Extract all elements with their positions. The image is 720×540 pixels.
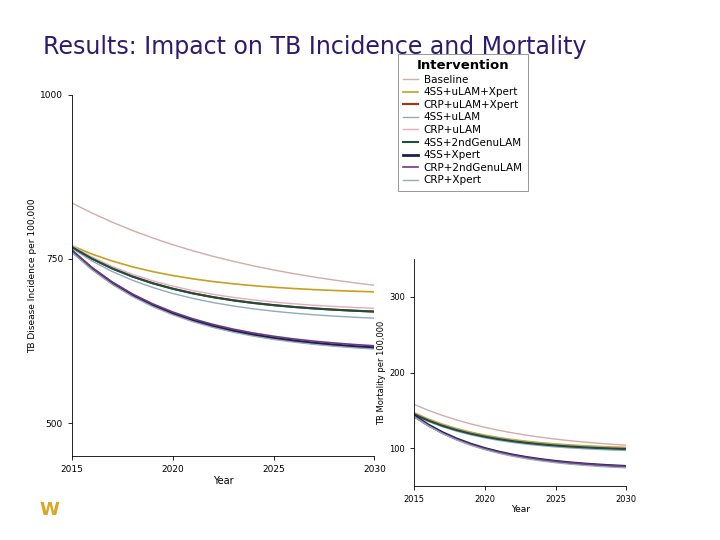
Text: DEPARTMENT OF EPIDEMIOLOGY: DEPARTMENT OF EPIDEMIOLOGY	[68, 501, 209, 510]
Text: School of Public Health: School of Public Health	[68, 517, 140, 523]
Y-axis label: TB Mortality per 100,000: TB Mortality per 100,000	[377, 320, 387, 425]
X-axis label: Year: Year	[510, 505, 530, 515]
X-axis label: Year: Year	[213, 476, 233, 485]
Text: UNIVERSITY of WASHINGTON: UNIVERSITY of WASHINGTON	[68, 510, 170, 516]
Y-axis label: TB Disease Incidence per 100,000: TB Disease Incidence per 100,000	[28, 198, 37, 353]
Text: W: W	[40, 501, 60, 519]
Text: Results: Impact on TB Incidence and Mortality: Results: Impact on TB Incidence and Mort…	[43, 35, 587, 59]
Legend: Baseline, 4SS+uLAM+Xpert, CRP+uLAM+Xpert, 4SS+uLAM, CRP+uLAM, 4SS+2ndGenuLAM, 4S: Baseline, 4SS+uLAM+Xpert, CRP+uLAM+Xpert…	[397, 54, 528, 191]
